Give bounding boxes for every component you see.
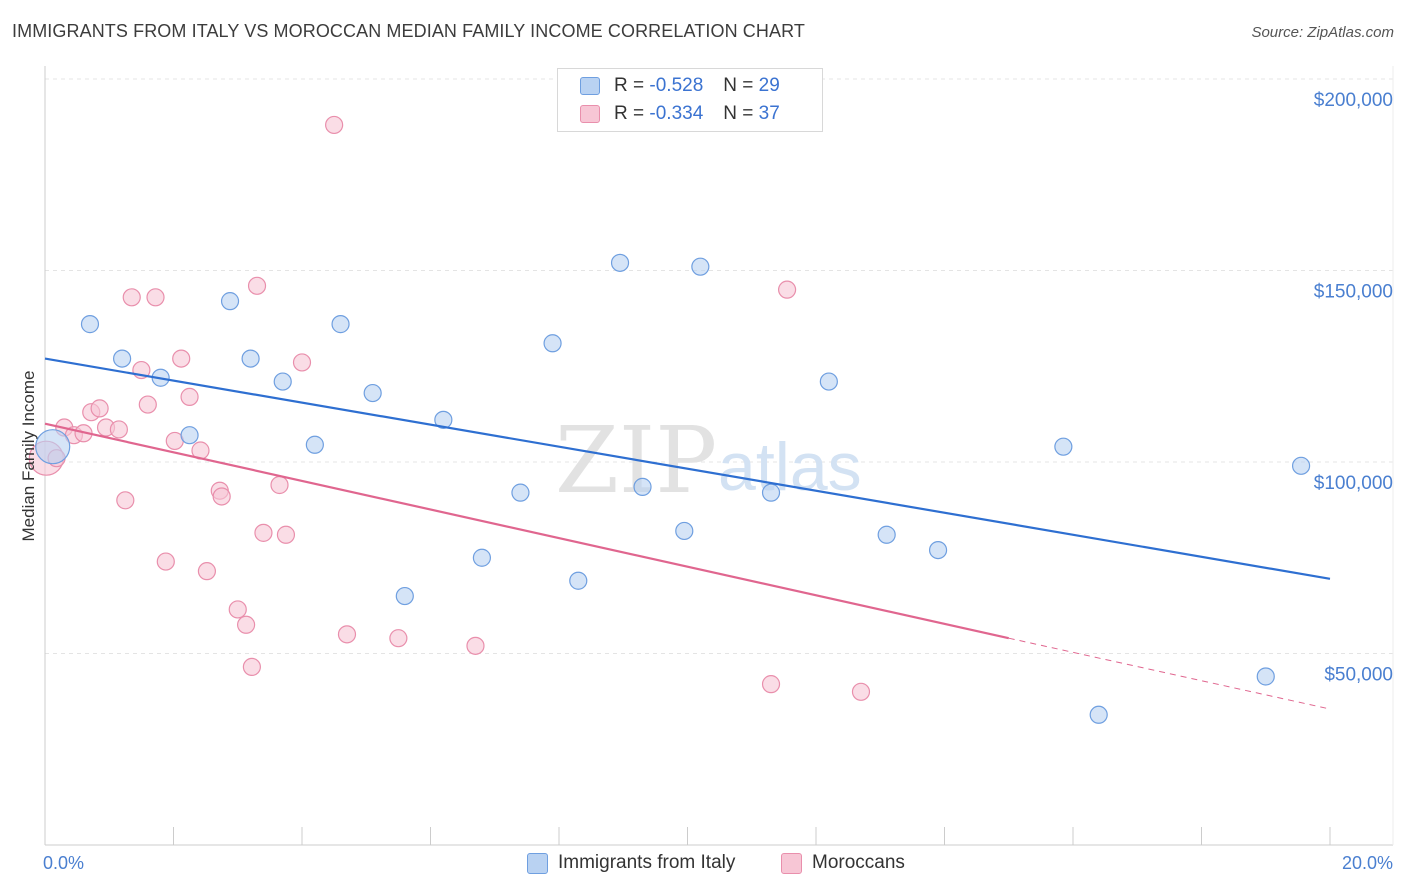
stats-legend: R = -0.528 N = 29 R = -0.334 N = 37	[557, 68, 823, 132]
italy-point	[1256, 667, 1275, 686]
x-tick-label: 0.0%	[43, 853, 84, 873]
italy-swatch	[527, 852, 548, 874]
italy-point	[569, 571, 588, 590]
italy-point	[511, 483, 530, 502]
italy-point	[35, 429, 71, 465]
legend-n-value: 29	[758, 75, 780, 96]
y-tick-label: $150,000	[1314, 282, 1393, 303]
moroccan-swatch	[781, 852, 802, 874]
watermark-atlas: atlas	[718, 429, 862, 505]
italy-trend-line	[44, 357, 1331, 580]
bottom-legend-italy: Immigrants from Italy	[527, 852, 735, 874]
italy-point	[1054, 437, 1073, 456]
moroccan-trend-extension	[1008, 637, 1331, 710]
italy-point	[220, 292, 240, 311]
moroccan-point	[276, 525, 296, 544]
moroccan-point	[172, 349, 191, 368]
italy-point	[395, 586, 414, 606]
moroccan-trend-line	[44, 422, 1009, 640]
italy-point	[691, 257, 710, 276]
moroccan-point	[851, 682, 871, 701]
italy-point	[543, 334, 562, 353]
moroccan-point	[138, 395, 157, 414]
moroccan-point	[254, 523, 273, 542]
moroccan-point	[242, 657, 261, 677]
italy-point	[112, 349, 132, 368]
italy-point	[675, 521, 694, 541]
italy-point	[761, 483, 781, 502]
bottom-legend-moroccans: Moroccans	[781, 852, 905, 874]
x-tick-label: 20.0%	[1342, 853, 1393, 873]
moroccan-point	[197, 562, 217, 581]
moroccan-point	[228, 600, 247, 619]
y-tick-labels: $50,000 $100,000 $150,000 $200,000	[1314, 90, 1393, 686]
x-tick-labels: 0.0% 20.0%	[43, 853, 1393, 873]
moroccan-point	[90, 399, 109, 418]
legend-n-value: 37	[758, 103, 780, 124]
moroccan-point	[156, 552, 175, 571]
moroccan-point	[761, 675, 781, 694]
italy-point	[305, 435, 324, 454]
italy-point	[273, 372, 292, 391]
italy-point	[180, 426, 199, 445]
legend-n-label: N =	[723, 103, 754, 124]
moroccan-point	[109, 420, 128, 439]
data-points	[28, 115, 1311, 724]
italy-point	[928, 540, 948, 560]
italy-swatch	[580, 77, 600, 95]
y-tick-label: $200,000	[1314, 90, 1393, 111]
moroccan-point	[389, 629, 408, 648]
italy-point	[819, 372, 838, 391]
legend-n-label: N =	[723, 75, 754, 96]
moroccan-point	[466, 636, 485, 655]
y-tick-label: $100,000	[1314, 473, 1393, 494]
italy-point	[80, 315, 100, 334]
watermark: ZIP atlas	[555, 407, 862, 514]
moroccan-point	[337, 625, 357, 644]
legend-r-label: R =	[614, 75, 645, 96]
bottom-legend-italy-label: Immigrants from Italy	[558, 852, 736, 873]
italy-point	[877, 525, 896, 544]
moroccan-point	[180, 387, 199, 406]
italy-point	[610, 253, 630, 272]
italy-point	[434, 410, 453, 429]
moroccan-point	[247, 276, 267, 295]
legend-r-label: R =	[614, 103, 645, 124]
moroccan-point	[146, 288, 165, 307]
legend-r-value: -0.334	[649, 103, 704, 124]
y-axis-label: Median Family Income	[19, 370, 38, 541]
moroccan-swatch	[580, 105, 600, 123]
bottom-legend-moroccans-label: Moroccans	[812, 852, 905, 873]
moroccan-point	[777, 280, 797, 299]
moroccan-point	[270, 475, 289, 495]
chart-title: IMMIGRANTS FROM ITALY VS MOROCCAN MEDIAN…	[12, 21, 805, 41]
source-label: Source: ZipAtlas.com	[1251, 24, 1394, 41]
italy-point	[331, 315, 350, 334]
legend-r-value: -0.528	[649, 75, 704, 96]
legend-row-italy: R = -0.528 N = 29	[580, 74, 780, 98]
legend-row-moroccans: R = -0.334 N = 37	[580, 102, 780, 126]
axes	[44, 66, 1394, 846]
moroccan-point	[116, 491, 135, 510]
italy-point	[241, 349, 260, 368]
moroccan-point	[292, 353, 312, 372]
moroccan-point	[325, 115, 344, 135]
moroccan-point	[237, 615, 256, 634]
moroccan-point	[212, 487, 231, 506]
italy-point	[1089, 705, 1108, 724]
italy-point	[633, 477, 652, 496]
italy-point	[363, 383, 382, 403]
trend-lines	[44, 357, 1331, 710]
moroccan-point	[122, 288, 141, 307]
y-tick-label: $50,000	[1324, 665, 1393, 686]
italy-point	[472, 548, 491, 567]
italy-point	[1291, 456, 1311, 475]
